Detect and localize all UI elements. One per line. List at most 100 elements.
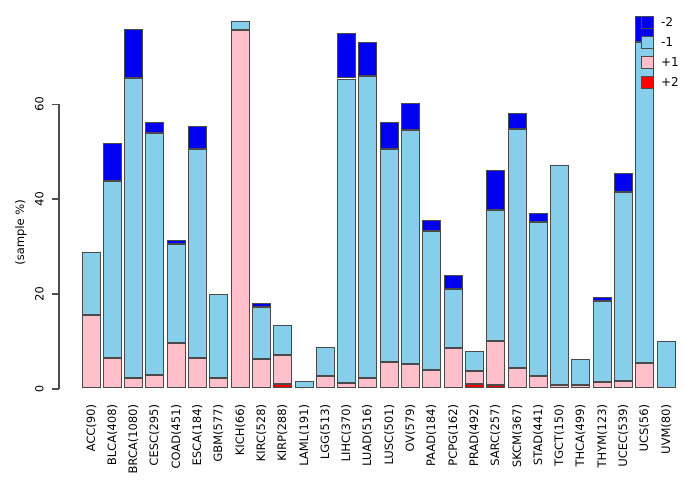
legend-label: +1 [661,55,679,69]
x-axis-label-uvm: UVM(80) [658,404,673,454]
segment--2 [614,172,633,193]
segment--2 [251,303,271,307]
legend-swatch-icon [641,35,654,49]
bar-lgg [315,0,335,388]
segment--1 [188,148,207,358]
x-axis-label-kirp: KIRP(288) [275,404,290,461]
bar-stad [528,0,548,388]
legend-item-minus1: -1 [641,32,679,52]
x-axis-label-kich: KICH(66) [232,404,247,456]
segment--1 [145,133,165,376]
segment--2 [507,113,527,129]
legend-swatch-icon [641,15,654,29]
segment-+1 [251,359,271,388]
segment-+1 [507,367,527,388]
x-axis-label-prad: PRAD(492) [466,404,481,467]
legend-item-minus2: -2 [641,12,679,32]
legend-swatch-icon [641,55,654,69]
segment--1 [656,341,676,388]
segment-+1 [550,385,570,388]
legend-item-plus1: +1 [641,52,679,72]
x-axis-label-sarc: SARC(257) [488,404,503,466]
legend-label: -2 [661,15,673,29]
bar-luad [358,0,378,388]
segment-+2 [464,383,484,388]
y-axis-title: (sample %) [13,199,27,265]
legend-item-plus2: +2 [641,72,679,92]
bar-skcm [507,0,527,388]
bar-sarc [486,0,506,388]
x-axis-label-ucec: UCEC(539) [616,404,630,467]
x-axis-label-tgct: TGCT(150) [552,404,567,466]
segment--2 [188,126,207,149]
segment--2 [124,29,144,79]
segment--1 [486,209,506,342]
bar-prad [464,0,484,388]
x-axis-label-paad: PAAD(184) [424,404,439,467]
bar-blca [102,0,122,388]
segment-+1 [315,376,335,388]
x-axis-label-blca: BLCA(408) [104,404,119,466]
segment--2 [145,122,165,134]
y-axis-tick [52,293,59,295]
segment-+1 [486,341,506,386]
segment--2 [401,103,420,130]
bar-gbm [209,0,229,388]
segment-+1 [358,377,378,388]
segment--1 [273,325,293,355]
bar-lihc [337,0,357,388]
segment-+1 [337,382,357,388]
bar-esca [188,0,207,388]
bar-cesc [145,0,165,388]
x-axis-label-ov: OV(579) [403,404,417,452]
x-axis-label-kirc: KIRC(528) [253,404,268,462]
bar-kich [230,0,250,388]
segment--1 [81,251,101,315]
bar-paad [422,0,442,388]
bar-ucec [614,0,633,388]
segment-+2 [486,385,506,388]
x-axis-label-gbm: GBM(577) [211,404,226,462]
segment-+1 [401,364,420,388]
x-axis-label-ucs: UCS(56) [637,404,652,452]
segment-+1 [209,377,229,388]
segment--1 [379,148,399,363]
segment--2 [102,142,122,181]
bar-lusc [379,0,399,388]
x-axis-label-lgg: LGG(513) [317,404,332,460]
y-axis-tick-label: 60 [32,96,47,111]
bar-uvm [656,0,676,388]
segment--1 [166,243,186,343]
segment-+1 [81,314,101,388]
segment-+1 [273,354,293,385]
bar-thca [571,0,591,388]
x-axis-label-stad: STAD(441) [530,404,545,466]
segment-+1 [635,362,655,388]
x-axis-label-esca: ESCA(184) [190,404,204,466]
bar-coad [166,0,186,388]
x-axis-label-coad: COAD(451) [168,404,183,469]
x-axis-label-pcpg: PCPG(162) [445,404,460,466]
segment--2 [166,239,186,244]
x-axis-label-acc: ACC(90) [83,404,98,452]
y-axis-tick-label: 20 [32,285,47,301]
segment--2 [337,32,357,79]
segment--1 [507,128,527,368]
bar-kirp [273,0,293,388]
segment-+1 [443,347,463,388]
segment--1 [528,222,548,376]
segment--1 [230,20,250,31]
segment--1 [209,293,229,378]
segment--1 [550,164,570,386]
bar-acc [81,0,101,388]
segment--1 [337,78,357,383]
segment-+1 [528,375,548,388]
segment--1 [571,359,591,386]
segment--1 [251,306,271,360]
bar-tgct [550,0,570,388]
x-axis-label-thca: THCA(499) [573,404,588,467]
y-axis-tick-label: 0 [32,384,47,392]
bar-kirc [251,0,271,388]
segment--1 [422,231,442,370]
